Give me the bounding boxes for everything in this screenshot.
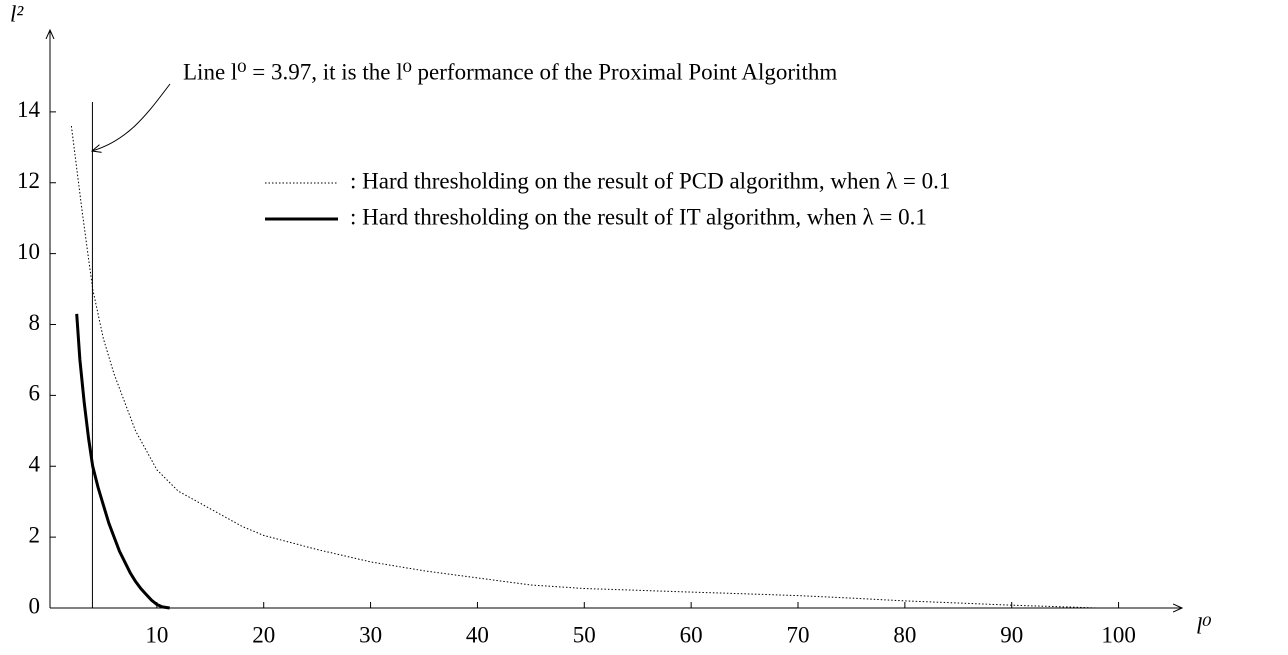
x-axis-label: l⁰ [1196,613,1212,638]
y-tick-label: 6 [29,381,41,406]
y-tick-label: 12 [17,168,40,193]
annotation-arrow [92,83,171,151]
series-line [75,313,170,610]
y-axis-label: l² [10,1,24,26]
y-tick-label: 4 [29,452,41,477]
x-tick-label: 100 [1101,622,1136,647]
x-tick-label: 20 [252,622,275,647]
y-tick-label: 10 [17,239,40,264]
y-tick-label: 8 [29,310,41,335]
x-tick-label: 90 [1000,622,1023,647]
legend-label: : Hard thresholding on the result of PCD… [350,168,950,193]
x-tick-label: 60 [680,622,703,647]
x-tick-label: 10 [145,622,168,647]
x-tick-label: 50 [573,622,596,647]
y-tick-label: 0 [29,593,41,618]
y-tick-label: 14 [17,97,41,122]
x-tick-label: 70 [787,622,810,647]
annotation: Line l⁰ = 3.97, it is the l⁰ performance… [183,59,837,84]
x-tick-label: 40 [466,622,489,647]
legend-label: : Hard thresholding on the result of IT … [350,204,927,229]
x-tick-label: 30 [359,622,382,647]
y-tick-label: 2 [29,522,41,547]
series-line [70,126,1098,609]
x-tick-label: 80 [893,622,916,647]
